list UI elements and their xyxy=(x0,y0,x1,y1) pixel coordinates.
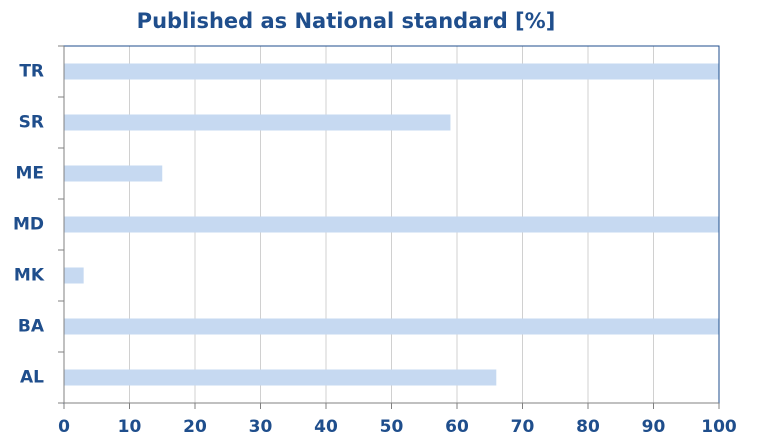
chart-title: Published as National standard [%] xyxy=(137,9,556,33)
bar xyxy=(64,63,719,80)
x-tick-label: 100 xyxy=(701,417,737,437)
bar xyxy=(64,165,163,182)
x-tick-label: 30 xyxy=(249,417,273,437)
x-tick-label: 0 xyxy=(58,417,70,437)
x-tick-label: 60 xyxy=(445,417,469,437)
x-tick-label: 40 xyxy=(314,417,338,437)
y-tick-label: MK xyxy=(14,266,45,286)
y-tick-label: ME xyxy=(15,164,44,184)
x-tick-label: 90 xyxy=(642,417,666,437)
bar xyxy=(64,267,84,284)
x-tick-label: 80 xyxy=(576,417,600,437)
bar xyxy=(64,369,497,386)
bar xyxy=(64,318,719,335)
y-tick-label: BA xyxy=(18,317,45,337)
x-tick-label: 50 xyxy=(380,417,404,437)
x-tick-label: 70 xyxy=(511,417,535,437)
y-tick-label: TR xyxy=(19,62,44,82)
y-tick-label: SR xyxy=(19,113,44,133)
y-tick-label: MD xyxy=(13,215,44,235)
bar xyxy=(64,114,451,131)
x-tick-label: 10 xyxy=(118,417,142,437)
bar xyxy=(64,216,719,233)
y-tick-label: AL xyxy=(20,368,44,388)
x-tick-label: 20 xyxy=(183,417,207,437)
